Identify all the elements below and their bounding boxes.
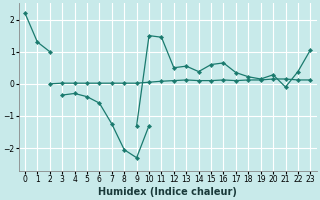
X-axis label: Humidex (Indice chaleur): Humidex (Indice chaleur) xyxy=(98,187,237,197)
